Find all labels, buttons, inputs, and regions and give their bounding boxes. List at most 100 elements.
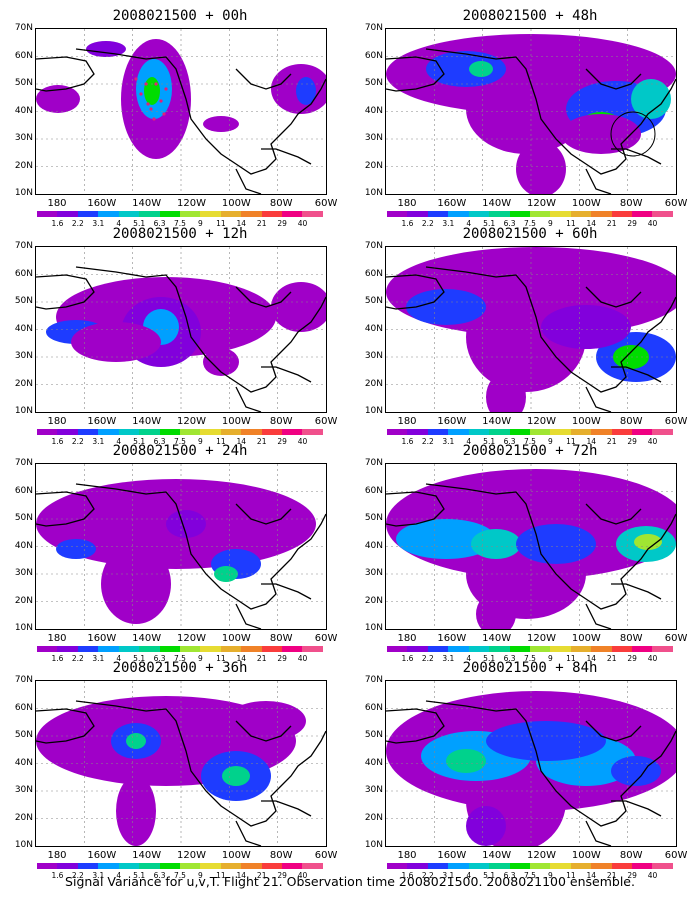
colorbar-label: 5.1 — [133, 654, 146, 663]
longitude-label: 180 — [397, 633, 417, 644]
colorbar-label: 21 — [606, 219, 617, 228]
colorbar-swatch — [550, 863, 571, 869]
colorbar-swatch — [261, 429, 283, 435]
target-region-circle — [610, 111, 656, 157]
colorbar-swatch — [200, 646, 221, 652]
colorbar-label: 3.1 — [92, 654, 105, 663]
colorbar-swatch — [302, 429, 323, 435]
colorbar-label: 6.3 — [503, 871, 516, 880]
figure-caption: Signal Variance for u,v,T. Flight 21. Ob… — [65, 874, 635, 889]
colorbar-label: 21 — [256, 437, 267, 446]
longitude-label: 140W — [482, 198, 512, 209]
colorbar-swatch — [57, 429, 78, 435]
colorbar-label: 5.1 — [133, 871, 146, 880]
latitude-label: 20N — [14, 812, 33, 823]
colorbar-label: 29 — [627, 437, 637, 446]
longitude-label: 100W — [221, 633, 251, 644]
colorbar-swatch — [591, 646, 612, 652]
map-svg — [36, 681, 326, 846]
variance-contour — [466, 282, 586, 392]
colorbar-label: 29 — [277, 871, 287, 880]
latitude-label: 50N — [14, 513, 33, 523]
variance-contour — [426, 51, 506, 87]
observation-point — [159, 99, 163, 103]
colorbar — [37, 429, 323, 435]
colorbar-label: 7.5 — [524, 871, 536, 880]
colorbar-swatch — [387, 863, 408, 869]
colorbar-label: 2.2 — [71, 871, 84, 880]
colorbar-label: 1.6 — [51, 219, 64, 228]
colorbar-label: 11 — [216, 437, 226, 446]
colorbar-label: 3.1 — [442, 437, 455, 446]
colorbar-swatch — [632, 429, 653, 435]
colorbar-label: 40 — [297, 871, 308, 880]
variance-contour — [36, 85, 80, 113]
latitude-label: 60N — [14, 268, 33, 279]
longitude-label: 100W — [221, 198, 251, 209]
variance-contour — [471, 529, 521, 559]
variance-contour — [469, 61, 493, 77]
colorbar-label: 6.3 — [153, 437, 166, 446]
longitude-label: 180 — [397, 416, 417, 427]
variance-contour — [226, 701, 306, 741]
colorbar-label: 14 — [236, 654, 247, 663]
map-svg — [36, 29, 326, 194]
colorbar-swatch — [77, 646, 99, 652]
longitude-label: 80W — [619, 198, 643, 209]
colorbar-swatch — [427, 646, 449, 652]
latitude-label: 10N — [364, 406, 383, 416]
colorbar-label: 6.3 — [503, 654, 516, 663]
colorbar-swatch — [302, 863, 323, 869]
variance-contour — [101, 544, 171, 624]
colorbar-swatch — [200, 863, 221, 869]
longitude-label: 120W — [527, 633, 556, 644]
coastline — [386, 266, 676, 412]
latitude-label: 50N — [14, 730, 33, 740]
colorbar-label: 40 — [297, 219, 308, 228]
colorbar-label: 1.6 — [51, 437, 64, 446]
latitude-label: 50N — [364, 78, 383, 88]
colorbar-swatch — [159, 211, 180, 217]
colorbar-swatch — [591, 863, 612, 869]
longitude-label: 180 — [397, 198, 417, 209]
observation-point — [149, 107, 153, 111]
colorbar-swatch — [200, 429, 221, 435]
colorbar-swatch — [98, 211, 119, 217]
colorbar-swatch — [98, 646, 119, 652]
colorbar-swatch — [159, 863, 180, 869]
colorbar-swatch — [77, 211, 99, 217]
map-svg — [386, 29, 676, 194]
longitude-label: 160W — [87, 850, 117, 861]
colorbar-swatch — [200, 211, 221, 217]
longitude-label: 160W — [437, 633, 467, 644]
longitude-label: 140W — [482, 850, 512, 861]
colorbar-swatch — [632, 863, 653, 869]
colorbar-swatch — [241, 211, 262, 217]
latitude-label: 40N — [364, 757, 383, 768]
coastline — [36, 700, 326, 846]
latitude-label: 30N — [364, 133, 383, 143]
variance-contour — [56, 539, 96, 559]
colorbar-label: 21 — [606, 871, 617, 880]
variance-contour — [271, 282, 326, 332]
colorbar-label: 29 — [277, 219, 287, 228]
latitude-label: 60N — [364, 485, 383, 496]
colorbar-swatch — [509, 646, 530, 652]
colorbar-swatch — [529, 863, 551, 869]
latitude-label: 70N — [14, 458, 33, 468]
colorbar-swatch — [570, 429, 592, 435]
colorbar-label: 9 — [198, 654, 203, 663]
map-svg — [36, 247, 326, 412]
coastline — [36, 48, 326, 194]
colorbar-label: 2.2 — [71, 654, 84, 663]
colorbar-label: 14 — [586, 871, 597, 880]
colorbar-swatch — [387, 646, 408, 652]
colorbar-label: 29 — [627, 654, 637, 663]
colorbar — [37, 646, 323, 652]
colorbar-label: 7.5 — [174, 219, 186, 228]
variance-contour — [396, 519, 496, 559]
latitude-label: 10N — [364, 840, 383, 850]
colorbar-label: 2.2 — [71, 437, 84, 446]
colorbar-label: 9 — [198, 219, 203, 228]
observation-point — [139, 92, 143, 96]
